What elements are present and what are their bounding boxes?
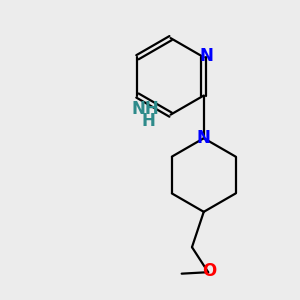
Text: O: O <box>202 262 216 280</box>
Text: NH: NH <box>132 100 160 118</box>
Text: N: N <box>197 129 211 147</box>
Text: H: H <box>141 112 155 130</box>
Text: N: N <box>199 47 213 65</box>
